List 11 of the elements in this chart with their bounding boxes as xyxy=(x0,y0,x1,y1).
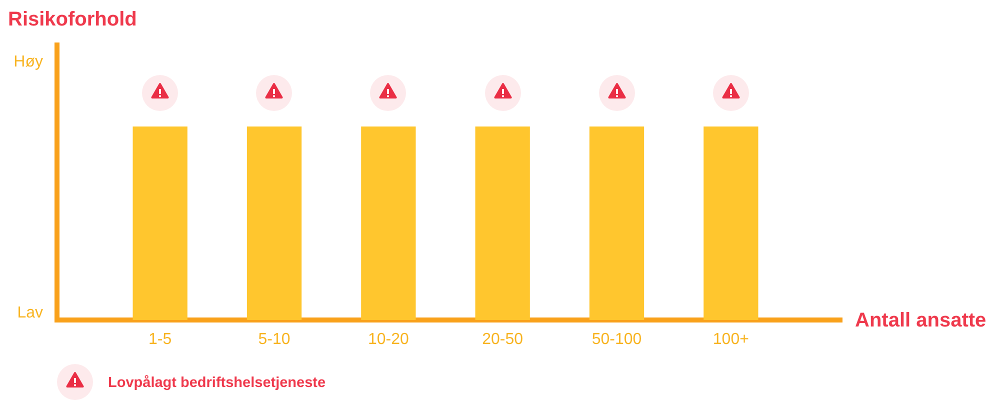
x-tick-label: 50-100 xyxy=(592,331,642,348)
x-axis-title: Antall ansatte xyxy=(855,310,986,332)
x-tick-label: 5-10 xyxy=(258,331,290,348)
text: Lav xyxy=(17,304,43,322)
x-tick-label: 100+ xyxy=(712,331,749,348)
y-axis-title: Risikoforhold xyxy=(8,8,137,31)
x-tick-label: 20-50 xyxy=(482,331,524,348)
legend-label: Lovpålagt bedriftshelsetjeneste xyxy=(108,375,326,391)
x-tick-label: 10-20 xyxy=(368,331,409,348)
text: Høy xyxy=(14,53,43,70)
x-tick-label: 1-5 xyxy=(148,331,172,348)
